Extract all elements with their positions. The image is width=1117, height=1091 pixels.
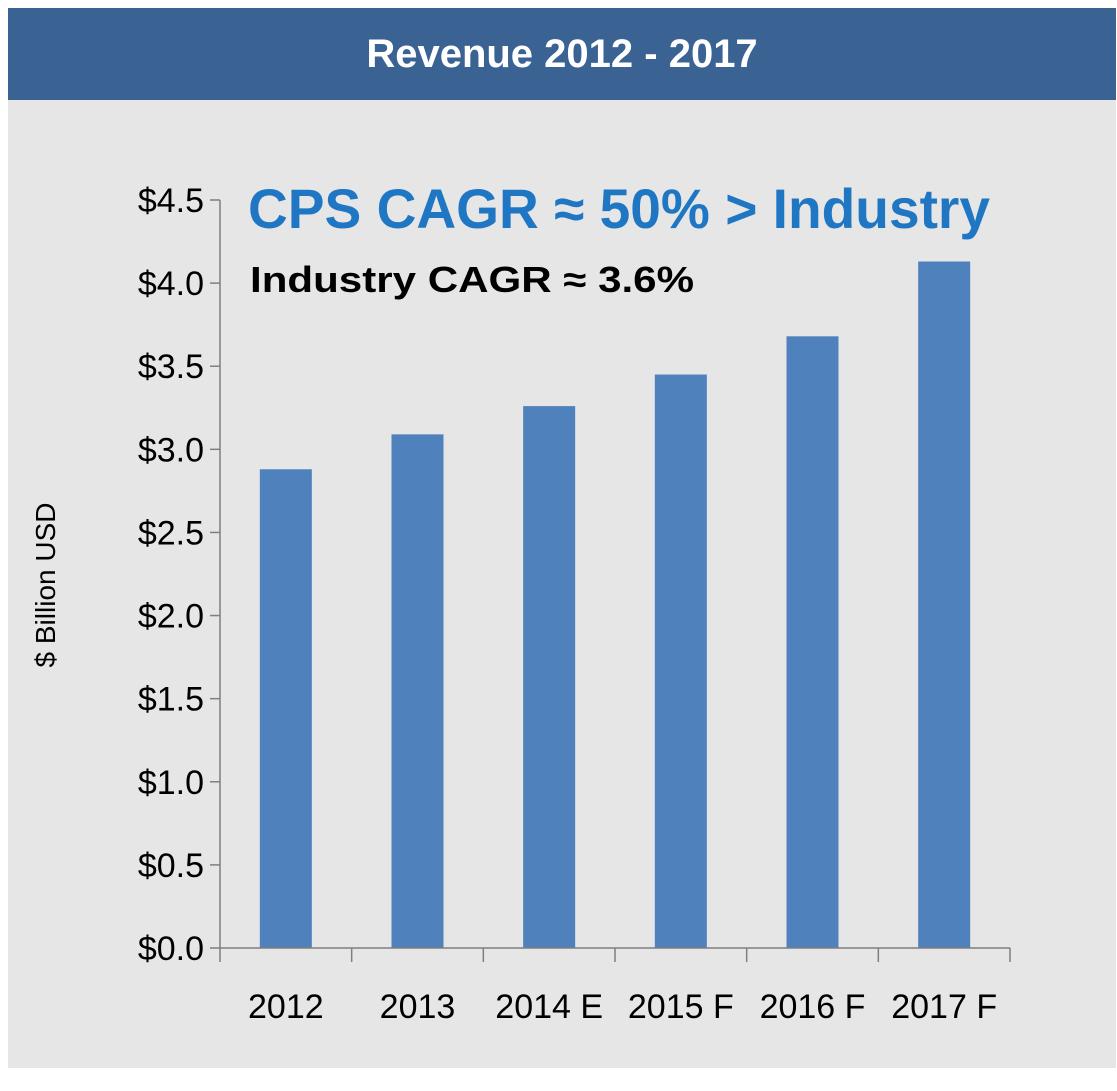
x-tick-label: 2012 — [248, 988, 324, 1026]
bar-2015-f — [654, 374, 707, 948]
industry-cagr-annotation: Industry CAGR ≈ 3.6% — [250, 259, 694, 300]
y-tick-label: $3.5 — [138, 348, 204, 386]
bar-2012 — [259, 469, 312, 948]
y-tick-label: $3.0 — [138, 431, 204, 469]
labels-layer: $0.0 $0.5 $1.0 $1.5 $2.0 $2.5 $3.0 $3.5 $4.0 $4.5… — [138, 182, 997, 1026]
bar-2016-f — [786, 336, 839, 948]
chart-title: Revenue 2012 - 2017 — [8, 8, 1116, 100]
bar-2014-e — [523, 406, 576, 948]
y-tick-label: $2.5 — [138, 514, 204, 552]
y-tick-label: $4.0 — [138, 265, 204, 303]
y-axis-title: $ Billion USD — [30, 503, 61, 668]
x-tick-label: 2015 F — [628, 988, 734, 1026]
y-tick-label: $0.0 — [138, 930, 204, 968]
x-tick-label: 2016 F — [760, 988, 866, 1026]
x-tick-label: 2013 — [380, 988, 456, 1026]
y-tick-label: $1.0 — [138, 764, 204, 802]
x-tick-label: 2017 F — [891, 988, 997, 1026]
bar-2013 — [391, 434, 444, 949]
y-tick-label: $1.5 — [138, 681, 204, 719]
bars-layer — [259, 261, 971, 949]
bar-2017-f — [918, 261, 971, 949]
y-tick-label: $0.5 — [138, 847, 204, 885]
x-tick-label: 2014 E — [495, 988, 603, 1026]
axes-layer — [210, 199, 1011, 962]
y-tick-label: $2.0 — [138, 598, 204, 636]
y-tick-label: $4.5 — [138, 182, 204, 220]
cps-cagr-annotation: CPS CAGR ≈ 50% > Industry — [248, 177, 990, 240]
